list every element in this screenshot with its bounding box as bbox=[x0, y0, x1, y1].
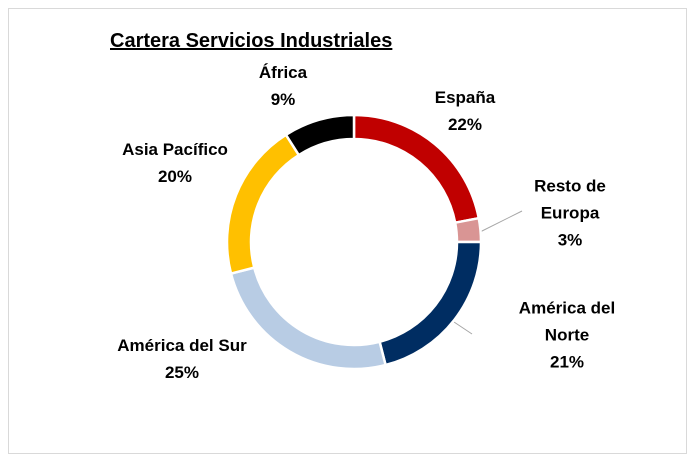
value-label: 3% bbox=[557, 230, 583, 250]
category-label: Resto de Europa bbox=[534, 176, 606, 223]
value-label: 25% bbox=[164, 363, 200, 382]
slice-label: América del Sur 25% bbox=[117, 332, 246, 386]
slice-label: Asia Pacífico 20% bbox=[122, 136, 228, 190]
donut-slice bbox=[284, 113, 356, 157]
category-label: América del Norte bbox=[518, 298, 616, 345]
category-label: España bbox=[434, 88, 496, 107]
value-label: 20% bbox=[157, 167, 193, 186]
category-label: América del Sur bbox=[117, 336, 247, 355]
slice-label: Resto de Europa 3% bbox=[523, 173, 618, 254]
chart-border bbox=[8, 8, 687, 454]
category-label: Asia Pacífico bbox=[122, 140, 228, 159]
slice-label: África 9% bbox=[259, 59, 307, 113]
leader-line bbox=[479, 210, 523, 233]
category-label: África bbox=[258, 63, 308, 82]
value-label: 9% bbox=[270, 90, 296, 109]
donut-slice bbox=[453, 216, 483, 244]
value-label: 22% bbox=[447, 115, 483, 134]
donut bbox=[225, 113, 483, 371]
chart-title: Cartera Servicios Industriales bbox=[110, 30, 393, 52]
value-label: 21% bbox=[549, 352, 585, 372]
slice-label: América del Norte 21% bbox=[506, 295, 628, 376]
slice-label: España 22% bbox=[435, 84, 495, 138]
